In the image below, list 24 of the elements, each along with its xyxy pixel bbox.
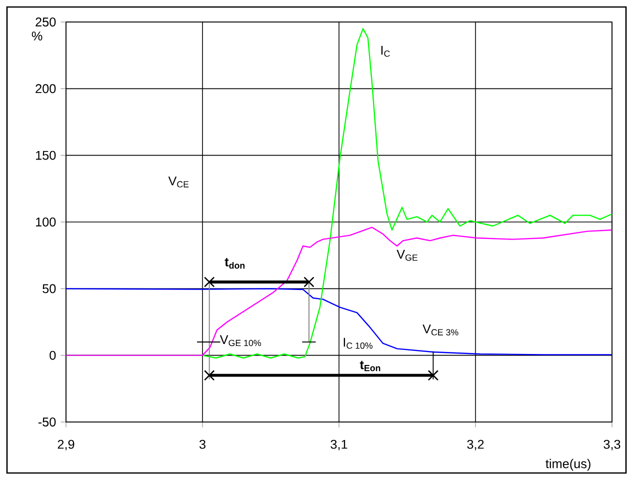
x-tick-label: 3 — [199, 440, 206, 449]
x-tick-label: 3,2 — [467, 440, 484, 450]
y-tick-label: 250 — [36, 18, 56, 26]
line-series — [65, 226, 613, 356]
annotation: t$_{Eon}$ — [360, 360, 380, 372]
y-axis-title: % — [32, 32, 42, 40]
annotation: V$_{GE 10%}$ — [220, 335, 261, 346]
y-tick-label: 50 — [42, 284, 56, 294]
x-tick-label: 3,3 — [604, 440, 620, 450]
y-tick-label: 0 — [50, 350, 56, 360]
line-series — [65, 288, 613, 356]
annotation: I$_{C}$ — [381, 46, 390, 57]
annotation: V$_{CE}$ — [168, 176, 189, 188]
x-tick-label: 2,9 — [58, 440, 74, 450]
y-tick-label: 100 — [36, 218, 56, 226]
y-tick-label: 150 — [36, 150, 56, 160]
annotation: V$_{GE}$ — [396, 250, 418, 261]
annotation: I$_{C 10%}$ — [344, 338, 372, 349]
y-tick-label: 200 — [36, 84, 56, 94]
x-axis-title: time(us) — [546, 458, 590, 471]
annotation: t$_{don}$ — [224, 258, 245, 269]
y-tick-label: -50 — [38, 418, 56, 426]
x-tick-label: 3,1 — [330, 440, 348, 450]
annotation: V$_{CE 3%}$ — [422, 324, 458, 336]
